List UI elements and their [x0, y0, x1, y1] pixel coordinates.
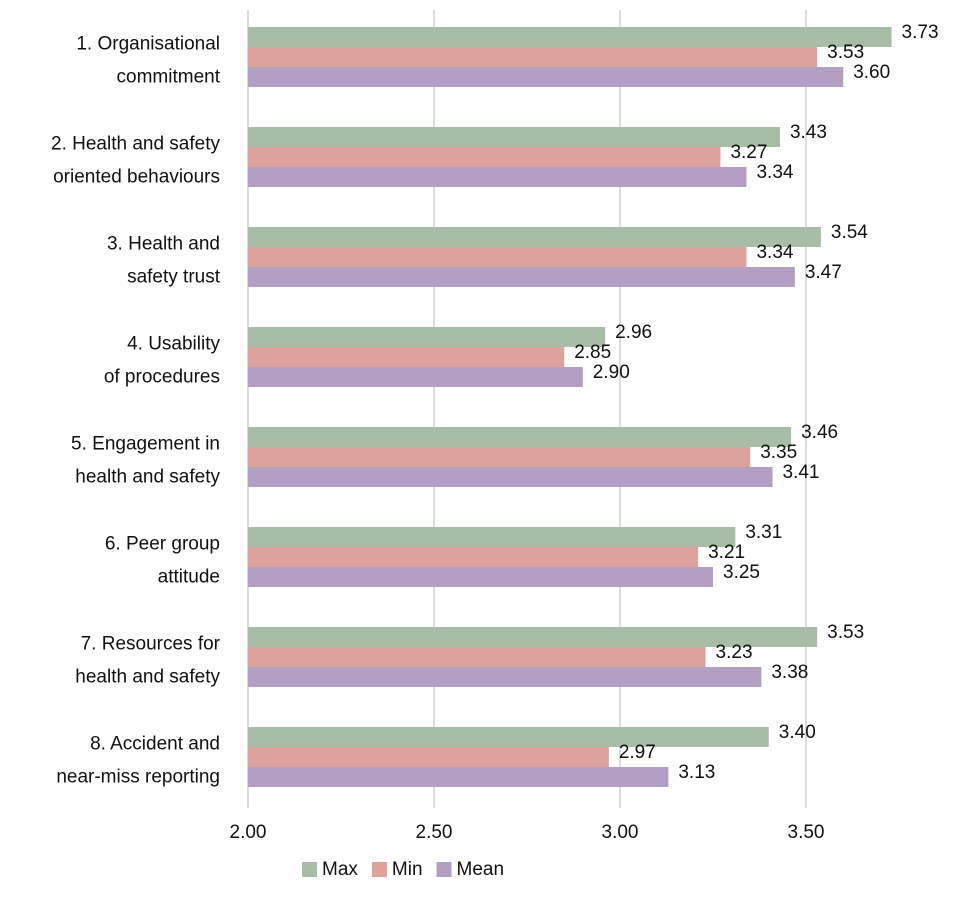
- y-tick-label: 3. Health and safety trust: [107, 234, 221, 288]
- bar: [248, 667, 762, 687]
- legend-swatch: [436, 862, 452, 877]
- data-label: 3.53: [827, 622, 864, 643]
- data-label: 3.25: [723, 562, 760, 583]
- bar: [248, 527, 736, 547]
- bar: [248, 267, 795, 287]
- data-label: 3.23: [716, 642, 753, 663]
- bar: [248, 627, 818, 647]
- bar: [248, 327, 606, 347]
- legend-swatch: [302, 862, 317, 877]
- bar: [248, 247, 747, 267]
- bar: [248, 747, 609, 767]
- bar: [248, 27, 892, 47]
- data-label: 3.54: [831, 222, 868, 243]
- legend-label: Min: [392, 859, 423, 880]
- data-label: 3.31: [745, 522, 782, 543]
- bar: [248, 167, 747, 187]
- x-tick-label: 3.00: [602, 822, 639, 843]
- bar: [248, 47, 818, 67]
- y-tick-label: 4. Usability of procedures: [104, 334, 221, 388]
- y-tick-label: 7. Resources for health and safety: [75, 634, 220, 688]
- data-label: 3.41: [783, 462, 820, 483]
- data-label: 2.96: [615, 322, 652, 343]
- legend-label: Mean: [457, 859, 505, 880]
- data-label: 3.47: [805, 262, 842, 283]
- y-tick-label: 2. Health and safety oriented behaviours: [51, 134, 220, 188]
- bar: [248, 647, 706, 667]
- bar: [248, 67, 844, 87]
- data-label: 3.34: [756, 162, 793, 183]
- data-label: 3.60: [853, 62, 890, 83]
- bar: [248, 227, 821, 247]
- legend-label: Max: [322, 859, 358, 880]
- bar: [248, 367, 583, 387]
- data-label: 3.27: [730, 142, 767, 163]
- data-label: 3.73: [902, 22, 939, 43]
- data-label: 3.13: [678, 762, 715, 783]
- x-tick-label: 2.00: [230, 822, 267, 843]
- bar: [248, 727, 769, 747]
- x-tick-label: 2.50: [416, 822, 453, 843]
- x-tick-label: 3.50: [788, 822, 825, 843]
- bar: [248, 427, 792, 447]
- data-label: 3.43: [790, 122, 827, 143]
- bar: [248, 447, 751, 467]
- data-label: 2.90: [593, 362, 630, 383]
- data-label: 3.21: [708, 542, 745, 563]
- data-label: 3.46: [801, 422, 838, 443]
- y-tick-label: 1. Organisational commitment: [76, 34, 220, 88]
- data-label: 3.53: [827, 42, 864, 63]
- data-label: 3.35: [760, 442, 797, 463]
- data-label: 2.85: [574, 342, 611, 363]
- bar: [248, 127, 780, 147]
- data-label: 3.38: [771, 662, 808, 683]
- y-tick-label: 8. Accident and near-miss reporting: [56, 734, 220, 788]
- bar: [248, 467, 773, 487]
- legend-swatch: [371, 862, 387, 877]
- data-label: 3.34: [756, 242, 793, 263]
- data-label: 3.40: [779, 722, 816, 743]
- bar: [248, 147, 721, 167]
- bar: [248, 347, 565, 367]
- bar: [248, 567, 713, 587]
- y-tick-label: 6. Peer group attitude: [105, 534, 220, 588]
- y-tick-label: 5. Engagement in health and safety: [71, 434, 220, 488]
- data-label: 2.97: [619, 742, 656, 763]
- bar: [248, 547, 699, 567]
- bar: [248, 767, 669, 787]
